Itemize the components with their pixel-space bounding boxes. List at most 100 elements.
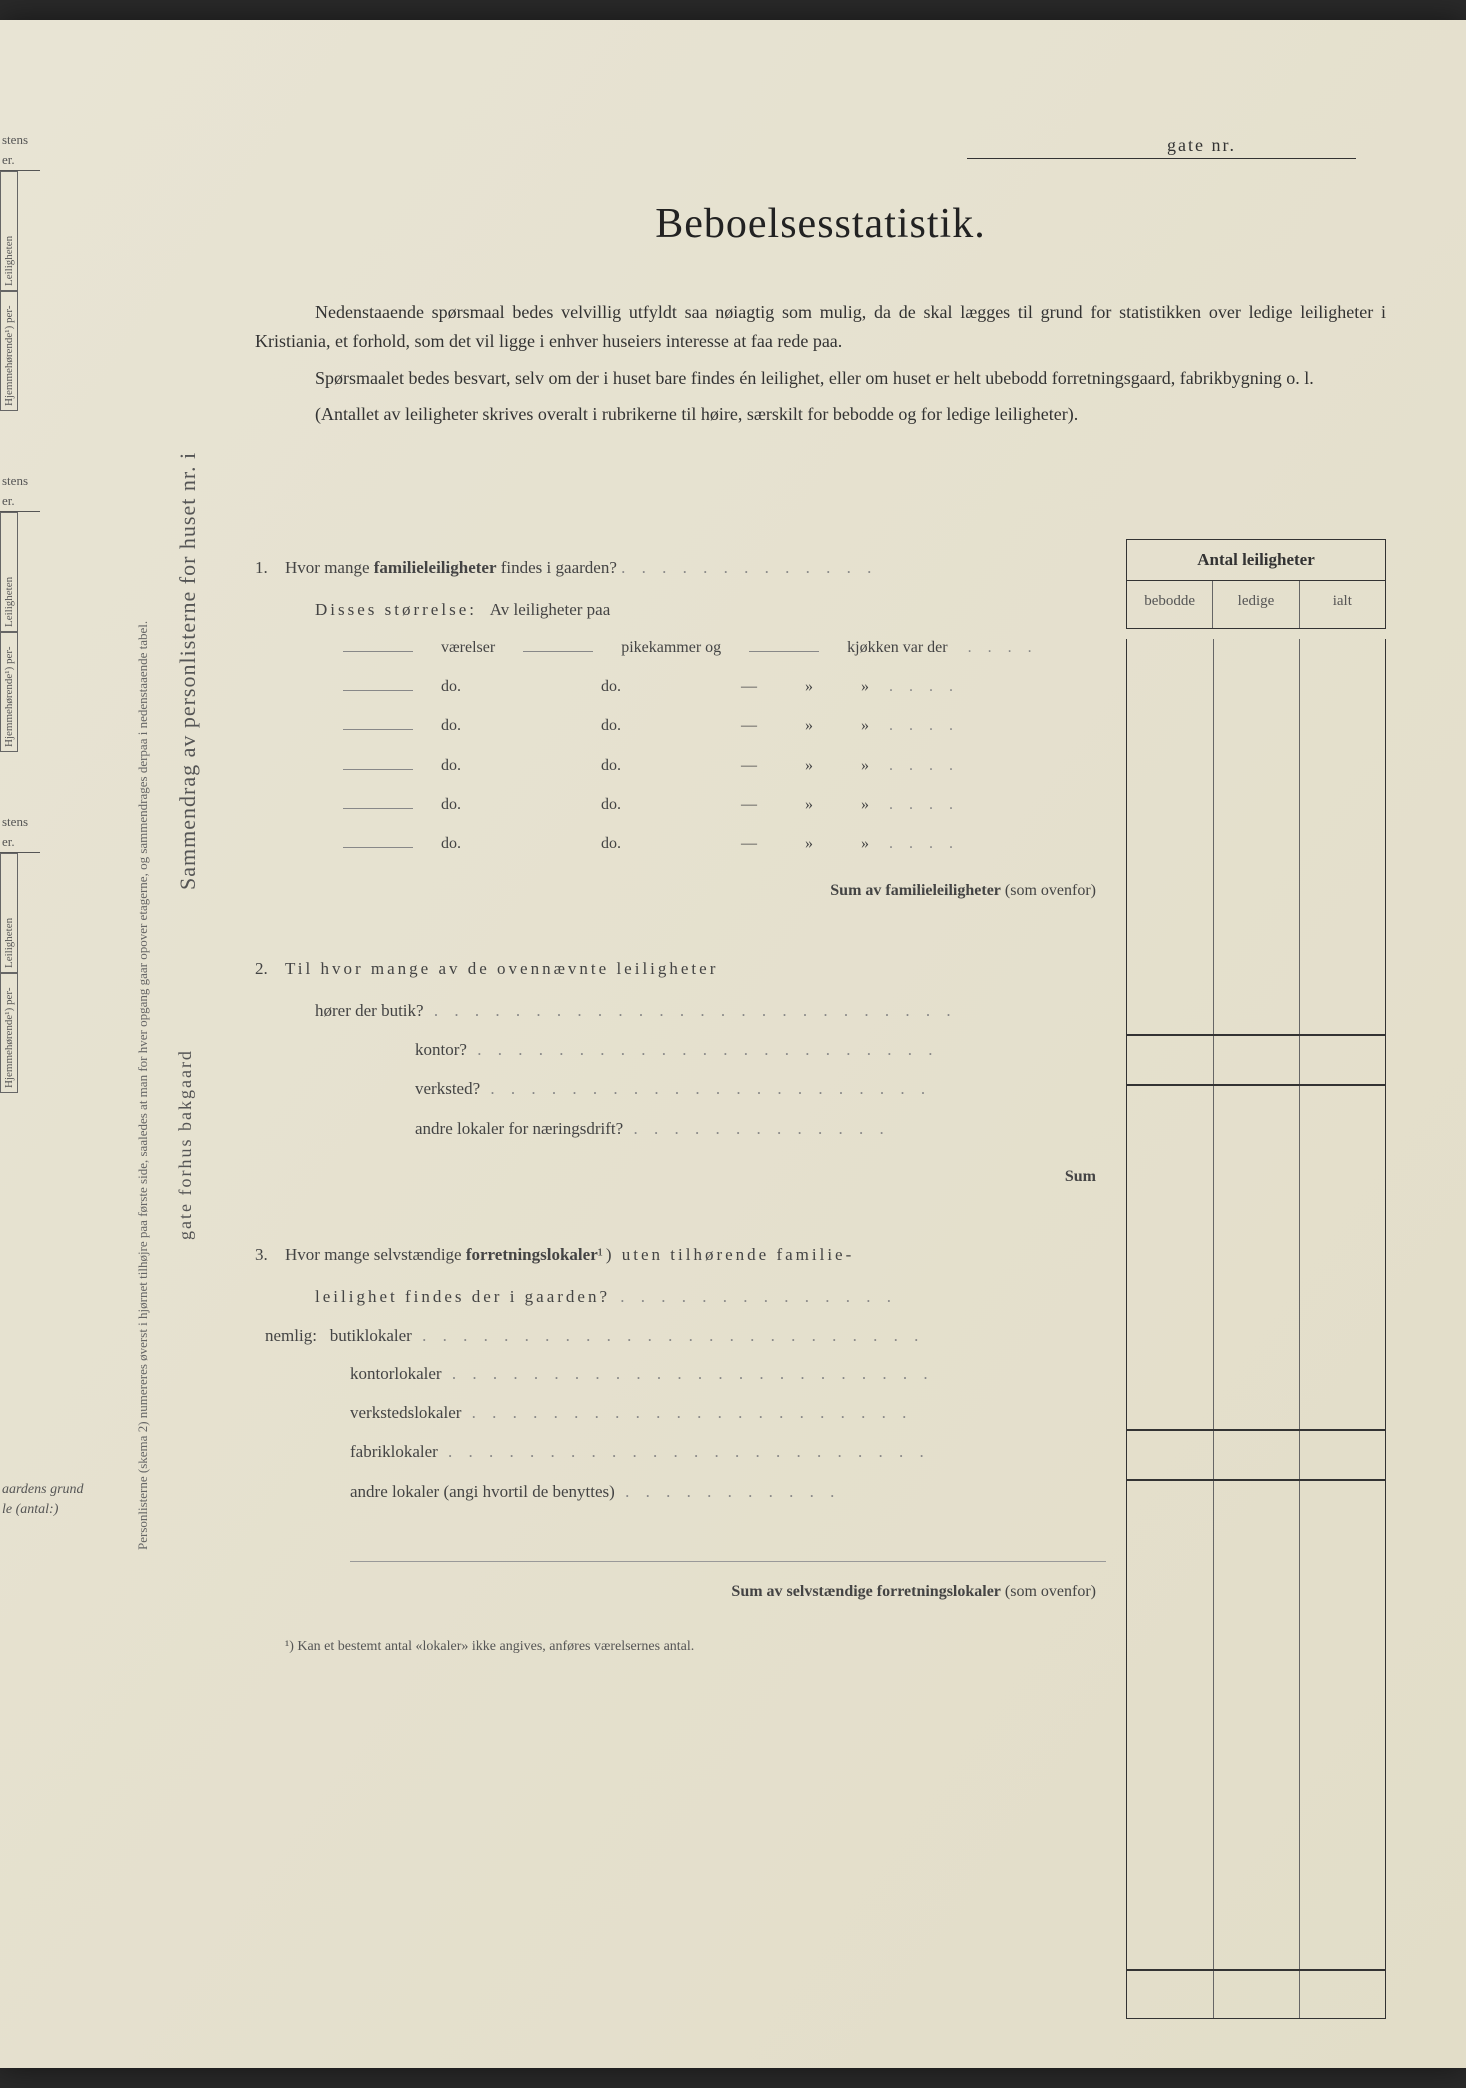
vertical-gate: gate forhus bakgaard bbox=[175, 1040, 196, 1240]
q3-b: forretningslokaler bbox=[466, 1245, 598, 1264]
q3-nemlig: nemlig: butiklokaler . . . . . . . . . .… bbox=[255, 1317, 1106, 1354]
blank-input[interactable] bbox=[343, 847, 413, 848]
q2-r3: verksted? . . . . . . . . . . . . . . . … bbox=[255, 1070, 1106, 1107]
blank-input[interactable] bbox=[343, 808, 413, 809]
q1-sum-label: Sum av familieleiligheter bbox=[830, 882, 1001, 899]
q1-row: 1. Hvor mange familieleiligheter findes … bbox=[255, 549, 1106, 586]
q3-num: 3. bbox=[255, 1236, 285, 1273]
intro-p2: Spørsmaalet bedes besvart, selv om der i… bbox=[255, 364, 1386, 393]
quote: » bbox=[861, 787, 869, 822]
table-header-title: Antal leiligheter bbox=[1126, 539, 1386, 580]
vertical-title-col: Sammendrag av personlisterne for huset n… bbox=[165, 20, 215, 2068]
blank-input[interactable] bbox=[749, 651, 819, 652]
frag-leil-3: Leiligheten bbox=[0, 853, 18, 973]
left-edge-fragments: stens er. Leiligheten Hjemmehørende¹) pe… bbox=[0, 130, 40, 1093]
aardens-line1: aardens grund bbox=[2, 1480, 84, 1500]
q1-do: do. bbox=[601, 748, 621, 783]
page-title: Beboelsesstatistik. bbox=[255, 200, 1386, 248]
frag-stens-2: stens bbox=[0, 471, 40, 491]
q3-nemlig-label: nemlig: bbox=[265, 1326, 317, 1345]
col-ledige: ledige bbox=[1213, 581, 1299, 628]
q1-do: do. bbox=[601, 787, 621, 822]
q1-vaer: værelser bbox=[441, 630, 495, 665]
quote: » bbox=[861, 748, 869, 783]
q2-num: 2. bbox=[255, 950, 285, 987]
col-ialt: ialt bbox=[1300, 581, 1385, 628]
dash: — bbox=[741, 708, 757, 743]
q3-text: Hvor mange selvstændige forretningslokal… bbox=[285, 1236, 1106, 1273]
q1-size-1: værelser pikekammer og kjøkken var der .… bbox=[255, 630, 1106, 665]
q3-c: ¹) uten tilhørende familie- bbox=[598, 1245, 855, 1264]
dash: — bbox=[741, 669, 757, 704]
q3-a: Hvor mange selvstændige bbox=[285, 1245, 466, 1264]
q1-do: do. bbox=[601, 669, 621, 704]
gate-nr-field[interactable]: gate nr. bbox=[967, 135, 1356, 159]
main-content: gate nr. Beboelsesstatistik. Nedenstaaen… bbox=[215, 20, 1466, 2068]
q1-size-6: do. do. — » » . . . . bbox=[255, 826, 1106, 861]
blank-input[interactable] bbox=[343, 690, 413, 691]
frag-er-2: er. bbox=[0, 491, 40, 512]
left-margin: stens er. Leiligheten Hjemmehørende¹) pe… bbox=[0, 20, 130, 2068]
q3-r2: kontorlokaler . . . . . . . . . . . . . … bbox=[255, 1355, 1106, 1392]
q1-size-3: do. do. — » » . . . . bbox=[255, 708, 1106, 743]
q3-r3-text: verkstedslokaler bbox=[350, 1403, 461, 1422]
q1-sum: Sum av familieleiligheter (som ovenfor) bbox=[255, 873, 1106, 908]
q1-av: Av leiligheter paa bbox=[490, 600, 611, 619]
quote: » bbox=[805, 787, 813, 822]
q1-kjok: kjøkken var der bbox=[847, 630, 947, 665]
q2-text: Til hvor mange av de ovennævnte leilighe… bbox=[285, 950, 1106, 987]
q1-do: do. bbox=[441, 669, 461, 704]
q1-pike: pikekammer og bbox=[621, 630, 721, 665]
frag-er-3: er. bbox=[0, 832, 40, 853]
blank-input[interactable] bbox=[343, 769, 413, 770]
q1-size-2: do. do. — » » . . . . bbox=[255, 669, 1106, 704]
q1-size-5: do. do. — » » . . . . bbox=[255, 787, 1106, 822]
q3-r5: andre lokaler (angi hvortil de benyttes)… bbox=[255, 1473, 1106, 1510]
q2-r3-text: verksted? bbox=[415, 1079, 480, 1098]
q1-disses-label: Disses størrelse: bbox=[315, 600, 477, 619]
frag-er: er. bbox=[0, 150, 40, 171]
q3-r2-text: kontorlokaler bbox=[350, 1364, 442, 1383]
q3-d: leilighet findes der i gaarden? . . . . … bbox=[255, 1278, 1106, 1315]
quote: » bbox=[805, 826, 813, 861]
intro-p3: (Antallet av leiligheter skrives overalt… bbox=[255, 400, 1386, 429]
q1-do: do. bbox=[601, 826, 621, 861]
blank-input[interactable] bbox=[343, 729, 413, 730]
blank-input[interactable] bbox=[343, 651, 413, 652]
q1-do: do. bbox=[441, 787, 461, 822]
quote: » bbox=[861, 826, 869, 861]
q1-do: do. bbox=[441, 708, 461, 743]
frag-hjem: Hjemmehørende¹) per- bbox=[0, 291, 18, 411]
dash: — bbox=[741, 787, 757, 822]
frag-hjem-3: Hjemmehørende¹) per- bbox=[0, 973, 18, 1093]
q3-r5-text: andre lokaler (angi hvortil de benyttes) bbox=[350, 1482, 615, 1501]
dash: — bbox=[741, 748, 757, 783]
quote: » bbox=[805, 708, 813, 743]
vertical-title: Sammendrag av personlisterne for huset n… bbox=[175, 190, 201, 890]
blank-input[interactable] bbox=[523, 651, 593, 652]
form-area: Antal leiligheter bebodde ledige ialt bbox=[255, 549, 1386, 1609]
aardens-note: aardens grund le (antal:) bbox=[2, 1480, 84, 1519]
document-page: stens er. Leiligheten Hjemmehørende¹) pe… bbox=[0, 20, 1466, 2068]
intro-p1-text: Nedenstaaende spørsmaal bedes velvillig … bbox=[255, 302, 1386, 351]
q2-r2: kontor? . . . . . . . . . . . . . . . . … bbox=[255, 1031, 1106, 1068]
quote: » bbox=[805, 669, 813, 704]
q3-sum-note: (som ovenfor) bbox=[1005, 1583, 1096, 1600]
q1-do: do. bbox=[441, 748, 461, 783]
aardens-line2: le (antal:) bbox=[2, 1500, 84, 1520]
q3-r4-text: fabriklokaler bbox=[350, 1442, 438, 1461]
intro-p3-text: (Antallet av leiligheter skrives overalt… bbox=[315, 404, 1078, 424]
quote: » bbox=[805, 748, 813, 783]
q3-r1: butiklokaler bbox=[330, 1326, 412, 1345]
q1-disses: Disses størrelse: Av leiligheter paa bbox=[255, 591, 1106, 628]
frag-hjem-2: Hjemmehørende¹) per- bbox=[0, 632, 18, 752]
q3-r4: fabriklokaler . . . . . . . . . . . . . … bbox=[255, 1433, 1106, 1470]
q3-d-text: leilighet findes der i gaarden? bbox=[315, 1287, 610, 1306]
frag-leil: Leiligheten bbox=[0, 171, 18, 291]
q1-size-4: do. do. — » » . . . . bbox=[255, 748, 1106, 783]
vertical-note-col: Personlisterne (skema 2) numereres øvers… bbox=[130, 20, 165, 2068]
q1-do: do. bbox=[601, 708, 621, 743]
table-header-cols: bebodde ledige ialt bbox=[1126, 580, 1386, 629]
q1-text: Hvor mange familieleiligheter findes i g… bbox=[285, 549, 1106, 586]
vertical-note: Personlisterne (skema 2) numereres øvers… bbox=[135, 150, 151, 1550]
